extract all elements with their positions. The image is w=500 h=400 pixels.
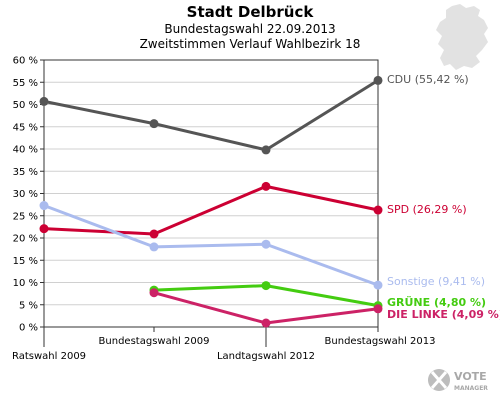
data-point-cdu: [261, 145, 271, 155]
x-category-label: Bundestagswahl 2013: [325, 336, 436, 347]
x-category-label: Landtagswahl 2012: [217, 351, 315, 362]
y-tick-label: 50 %: [13, 100, 38, 111]
series-label-cdu: CDU (55,42 %): [387, 73, 469, 86]
series-label-linke: DIE LINKE (4,09 %): [387, 308, 500, 321]
y-tick-label: 15 %: [13, 256, 38, 267]
y-tick-label: 20 %: [13, 234, 38, 245]
x-category-label: Ratswahl 2009: [12, 351, 86, 362]
data-point-spd: [149, 229, 159, 239]
data-point-linke: [149, 288, 159, 298]
y-tick-label: 5 %: [19, 300, 38, 311]
y-tick-label: 35 %: [13, 167, 38, 178]
data-point-sonstige: [373, 280, 383, 290]
data-point-linke: [373, 304, 383, 314]
chart-subtitle: Bundestagswahl 22.09.2013: [164, 22, 335, 36]
series-line-linke: [153, 291, 379, 325]
data-point-spd: [39, 224, 49, 234]
x-category-label: Bundestagswahl 2009: [99, 336, 210, 347]
chart-subtitle-2: Zweitstimmen Verlauf Wahlbezirk 18: [140, 37, 361, 51]
y-tick-label: 10 %: [13, 278, 38, 289]
data-point-sonstige: [261, 239, 271, 249]
data-point-sonstige: [39, 201, 49, 211]
y-tick-label: 0 %: [19, 323, 38, 334]
series-line-spd: [43, 184, 379, 236]
y-tick-label: 55 %: [13, 78, 38, 89]
data-point-cdu: [149, 119, 159, 129]
y-tick-label: 25 %: [13, 211, 38, 222]
y-tick-label: 40 %: [13, 145, 38, 156]
series-label-spd: SPD (26,29 %): [387, 203, 467, 216]
y-tick-label: 45 %: [13, 122, 38, 133]
data-point-gruene: [261, 281, 271, 291]
data-point-spd: [261, 181, 271, 191]
votemanager-logo-icon: [428, 369, 450, 391]
logo-text-vote: VOTE: [454, 370, 487, 383]
data-point-sonstige: [149, 242, 159, 252]
series-line-sonstige: [43, 204, 379, 287]
series-label-sonstige: Sonstige (9,41 %): [387, 275, 485, 288]
germany-map-icon: [436, 4, 488, 70]
data-point-linke: [261, 318, 271, 328]
y-tick-label: 60 %: [13, 56, 38, 67]
logo-text-manager: MANAGER: [454, 385, 488, 392]
series-line-cdu: [43, 79, 379, 152]
y-tick-label: 30 %: [13, 189, 38, 200]
chart-title: Stadt Delbrück: [187, 3, 315, 21]
series-label-gruene: GRÜNE (4,80 %): [387, 295, 486, 309]
data-point-cdu: [39, 96, 49, 106]
data-point-spd: [373, 205, 383, 215]
data-point-cdu: [373, 75, 383, 85]
